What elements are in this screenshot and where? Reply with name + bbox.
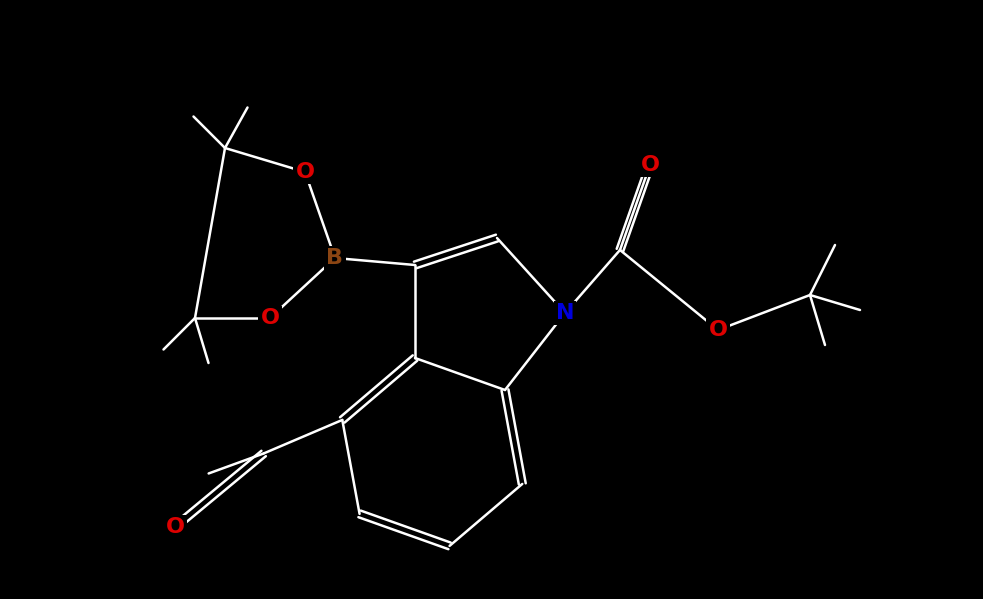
- Text: N: N: [555, 303, 574, 323]
- Text: O: O: [641, 155, 660, 175]
- Text: O: O: [709, 320, 727, 340]
- Text: O: O: [296, 162, 315, 182]
- Text: O: O: [165, 517, 185, 537]
- Text: O: O: [260, 308, 279, 328]
- Text: B: B: [326, 248, 343, 268]
